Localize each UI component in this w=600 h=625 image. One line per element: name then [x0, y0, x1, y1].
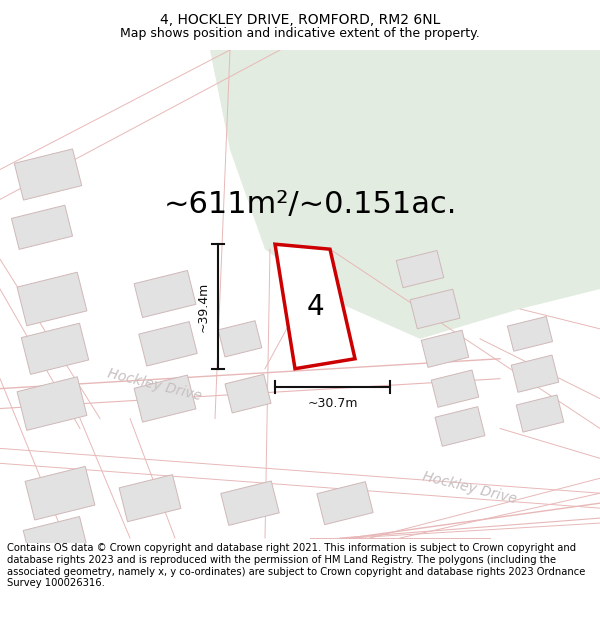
Polygon shape	[221, 481, 279, 526]
Text: ~611m²/~0.151ac.: ~611m²/~0.151ac.	[163, 190, 457, 219]
Text: Map shows position and indicative extent of the property.: Map shows position and indicative extent…	[120, 27, 480, 40]
Polygon shape	[516, 395, 564, 432]
Polygon shape	[421, 330, 469, 367]
Text: 4: 4	[306, 293, 324, 321]
Polygon shape	[134, 375, 196, 422]
Polygon shape	[21, 323, 89, 374]
Polygon shape	[25, 466, 95, 520]
Polygon shape	[134, 271, 196, 318]
Text: Contains OS data © Crown copyright and database right 2021. This information is : Contains OS data © Crown copyright and d…	[7, 543, 586, 588]
Polygon shape	[210, 50, 600, 339]
Polygon shape	[396, 251, 444, 288]
Polygon shape	[139, 322, 197, 366]
Polygon shape	[511, 355, 559, 392]
Polygon shape	[11, 205, 73, 249]
Polygon shape	[17, 377, 87, 431]
Text: Hockley Drive: Hockley Drive	[106, 366, 203, 403]
Polygon shape	[275, 244, 355, 369]
Text: Hockley Drive: Hockley Drive	[421, 470, 518, 507]
Polygon shape	[218, 321, 262, 357]
Polygon shape	[17, 272, 87, 326]
Polygon shape	[14, 149, 82, 200]
Polygon shape	[435, 407, 485, 446]
Polygon shape	[410, 289, 460, 329]
Polygon shape	[23, 516, 87, 559]
Polygon shape	[317, 482, 373, 524]
Text: ~30.7m: ~30.7m	[307, 397, 358, 409]
Text: ~39.4m: ~39.4m	[197, 281, 210, 332]
Polygon shape	[225, 374, 271, 413]
Polygon shape	[508, 316, 553, 351]
Text: 4, HOCKLEY DRIVE, ROMFORD, RM2 6NL: 4, HOCKLEY DRIVE, ROMFORD, RM2 6NL	[160, 12, 440, 26]
Polygon shape	[431, 370, 479, 408]
Polygon shape	[119, 474, 181, 522]
